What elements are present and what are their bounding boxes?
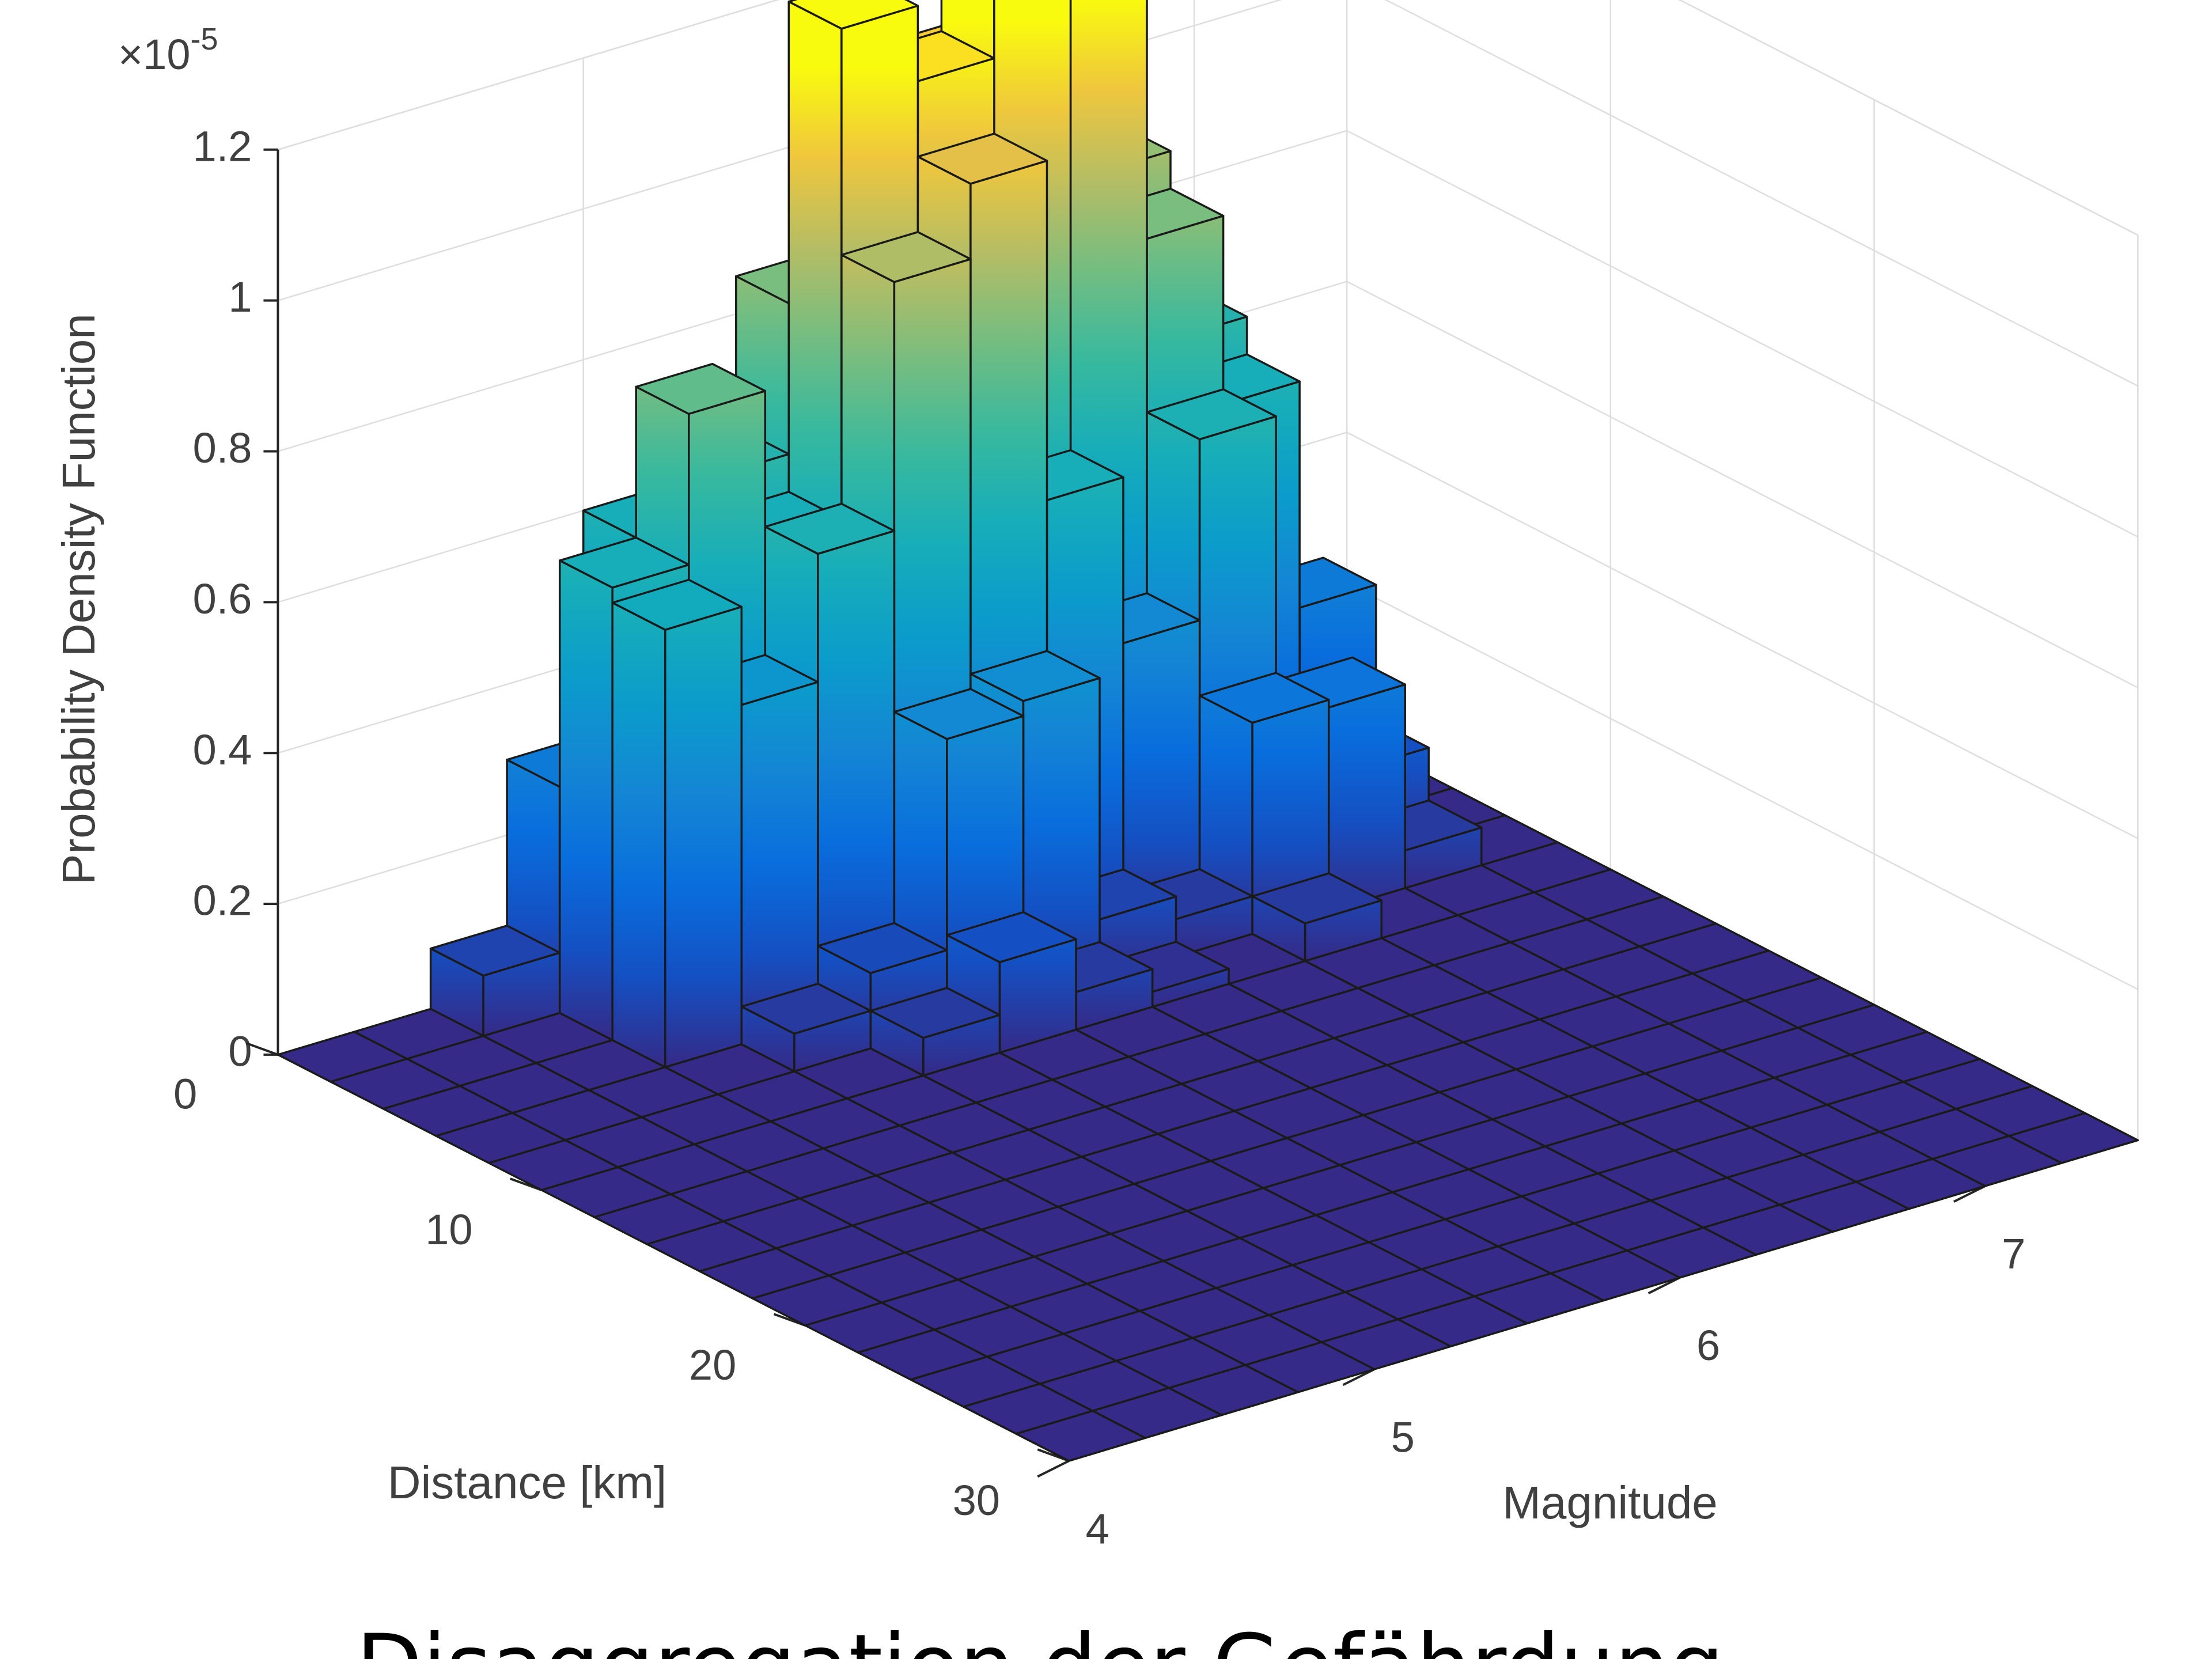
bar-top xyxy=(946,911,1077,964)
x-axis-label: Distance [km] xyxy=(388,1457,667,1508)
bar-top xyxy=(1251,872,1382,925)
z-tick-label: 1 xyxy=(228,273,252,321)
bar-top xyxy=(1198,672,1330,724)
y-tick-label: 7 xyxy=(2002,1230,2025,1278)
y-axis-label: Magnitude xyxy=(1502,1477,1718,1528)
bar-top xyxy=(840,231,972,283)
y-tick-label: 6 xyxy=(1696,1321,1720,1369)
bar-top xyxy=(635,362,767,415)
bar-side xyxy=(664,605,743,1069)
z-tick-label: 0.8 xyxy=(193,424,252,472)
bar-side xyxy=(558,559,613,1041)
x-tick-label: 10 xyxy=(425,1206,472,1253)
y-tick-label: 5 xyxy=(1391,1413,1415,1461)
bar xyxy=(1015,1410,1146,1462)
y-tick-label: 4 xyxy=(1086,1505,1109,1552)
z-tick-label: 0.2 xyxy=(193,877,252,925)
grid-line xyxy=(1346,431,2138,839)
bar-top xyxy=(611,578,743,631)
bar xyxy=(611,578,743,1069)
y-tick xyxy=(1037,1460,1070,1478)
caption: Disaggregation der Gefährdung xyxy=(356,1616,1724,1659)
z-tick-label: 0.6 xyxy=(193,575,252,623)
grid-line xyxy=(1346,281,2138,688)
y-tick xyxy=(1953,1185,1986,1203)
x-tick xyxy=(246,1042,279,1056)
x-tick-label: 30 xyxy=(953,1476,1000,1524)
grid-line xyxy=(1346,130,2138,538)
bar-top xyxy=(916,132,1048,185)
bars xyxy=(276,0,2139,1462)
bar-top xyxy=(787,0,919,30)
bar-top xyxy=(893,688,1025,740)
grid-line xyxy=(278,0,779,150)
bar xyxy=(1251,872,1382,963)
z-multiplier-exponent: -5 xyxy=(191,22,218,56)
z-tick-label: 1.2 xyxy=(193,122,252,170)
grid-line xyxy=(1384,0,2138,387)
z-multiplier: ×10-5 xyxy=(118,22,218,78)
bar-top xyxy=(558,536,690,589)
bar-top xyxy=(1146,388,1277,441)
bar-top xyxy=(969,650,1101,702)
z-tick-label: 0 xyxy=(228,1027,252,1075)
bar-top xyxy=(869,987,1001,1039)
grid-line xyxy=(1346,582,2138,990)
x-tick-label: 0 xyxy=(173,1070,197,1118)
grid-line xyxy=(1678,0,2138,236)
bar-side xyxy=(1327,683,1406,912)
axes: 0 0.2 0.4 0.6 0.8 1 1.2 4 5 6 7 0 10 20 30 xyxy=(173,122,2025,1552)
z-tick-label: 0.4 xyxy=(193,726,252,774)
x-tick-label: 20 xyxy=(689,1341,736,1389)
bar-side xyxy=(611,601,666,1069)
z-axis-label: Probability Density Function xyxy=(53,313,104,885)
bar-top xyxy=(1015,1410,1146,1462)
bar-top xyxy=(764,502,896,555)
labels: Distance [km] Magnitude Probability Dens… xyxy=(53,22,1724,1659)
bar xyxy=(869,987,1001,1077)
z-multiplier-base: ×10 xyxy=(118,31,191,78)
